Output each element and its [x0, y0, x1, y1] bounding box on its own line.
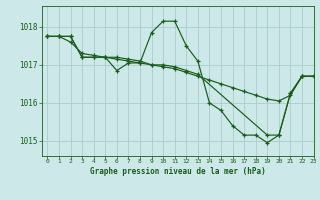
X-axis label: Graphe pression niveau de la mer (hPa): Graphe pression niveau de la mer (hPa) [90, 167, 266, 176]
